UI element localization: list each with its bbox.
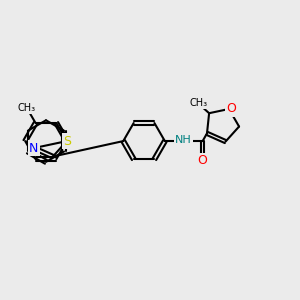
Text: N: N — [29, 142, 38, 154]
Text: NH: NH — [175, 135, 192, 145]
Text: O: O — [198, 154, 208, 167]
Text: S: S — [63, 135, 71, 148]
Text: CH₃: CH₃ — [189, 98, 207, 108]
Text: CH₃: CH₃ — [18, 103, 36, 112]
Text: O: O — [226, 103, 236, 116]
